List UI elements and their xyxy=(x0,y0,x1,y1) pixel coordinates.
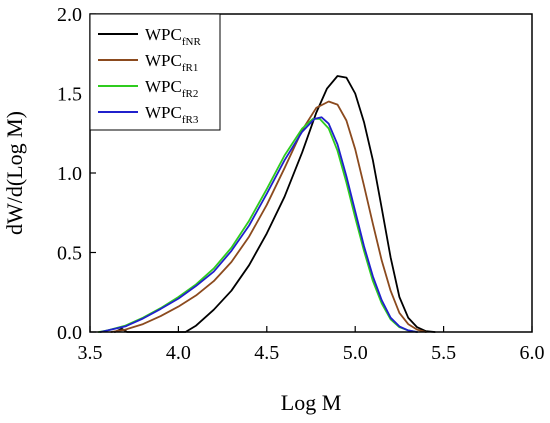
legend-label-subscript: fR1 xyxy=(182,62,199,74)
legend-label-subscript: fR3 xyxy=(182,114,199,126)
legend-label-main: WPC xyxy=(145,51,182,70)
series-line-fR3 xyxy=(99,116,418,333)
legend-label: WPCfR3 xyxy=(145,103,199,126)
series-layer xyxy=(97,75,436,333)
legend-label-subscript: fNR xyxy=(182,36,202,48)
legend-label-main: WPC xyxy=(145,77,182,96)
y-tick-label: 1.0 xyxy=(57,163,82,185)
y-tick-label: 0.5 xyxy=(57,243,82,265)
x-tick-label: 4.5 xyxy=(254,342,279,364)
y-tick-label: 1.5 xyxy=(57,84,82,106)
y-axis-title: dW/d(Log M) xyxy=(2,111,27,235)
x-tick-label: 5.0 xyxy=(343,342,368,364)
legend-label-main: WPC xyxy=(145,25,182,44)
x-tick-label: 3.5 xyxy=(78,342,103,364)
series-line-fR1 xyxy=(110,100,427,333)
x-axis-title: Log M xyxy=(281,390,342,415)
axes-layer: 3.5 4.0 4.5 5.0 5.5 6.0 0.0 0.5 1.0 1.5 2.0 xyxy=(57,4,545,364)
series-line-fNR xyxy=(113,75,436,333)
legend-label-subscript: fR2 xyxy=(182,88,199,100)
legend-label: WPCfR2 xyxy=(145,77,198,100)
legend-label: WPCfNR xyxy=(145,25,201,48)
x-tick-label: 5.5 xyxy=(431,342,456,364)
legend-label: WPCfR1 xyxy=(145,51,198,74)
y-tick-label: 0.0 xyxy=(57,322,82,344)
legend-label-main: WPC xyxy=(145,103,182,122)
x-tick-label: 4.0 xyxy=(166,342,191,364)
x-tick-label: 6.0 xyxy=(520,342,545,364)
y-tick-label: 2.0 xyxy=(57,4,82,26)
series-line-fR2 xyxy=(97,118,418,333)
